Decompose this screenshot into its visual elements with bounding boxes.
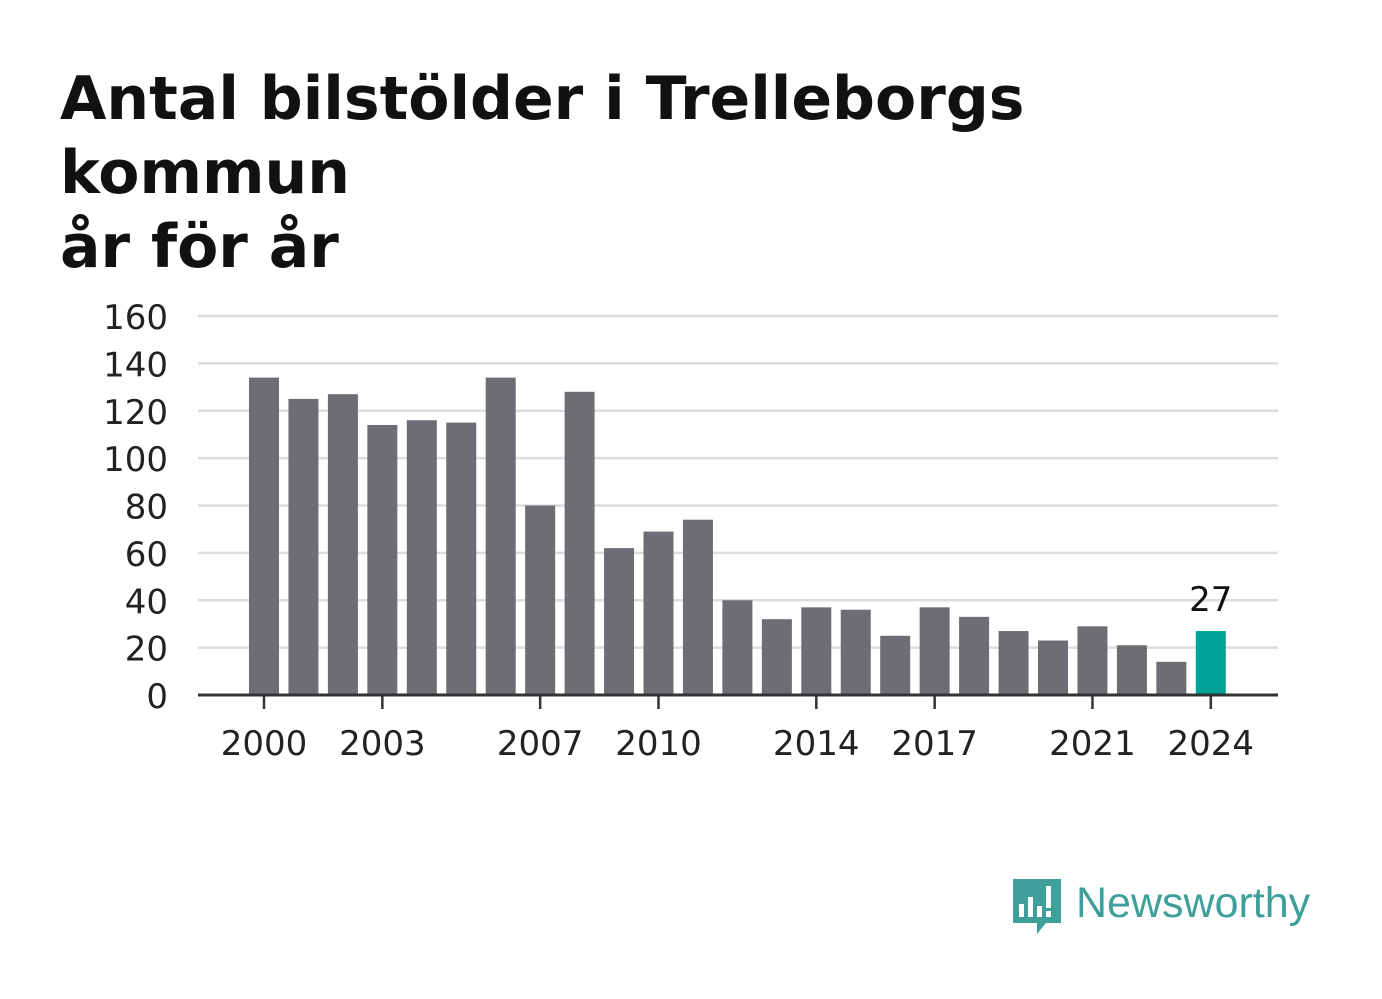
bar-2018 bbox=[959, 616, 990, 695]
chart-title-line-1: Antal bilstölder i Trelleborgs kommun bbox=[60, 64, 1025, 208]
x-tick-label: 2024 bbox=[1168, 724, 1255, 764]
y-tick-label: 20 bbox=[125, 630, 168, 670]
bar-2017 bbox=[919, 607, 950, 695]
y-tick-label: 100 bbox=[103, 440, 168, 480]
bar-2020 bbox=[1038, 640, 1068, 695]
gridlines bbox=[198, 314, 1278, 649]
bar-2008 bbox=[564, 391, 595, 695]
bar-2011 bbox=[682, 519, 713, 695]
y-axis-tick-labels: 0 20 40 60 80 100 120 140 160 bbox=[103, 298, 168, 717]
bar-2021 bbox=[1077, 626, 1108, 695]
bar-2003 bbox=[367, 424, 398, 695]
data-labels: 27 bbox=[1189, 580, 1232, 620]
bar-2002 bbox=[327, 394, 358, 695]
newsworthy-logo-icon bbox=[1013, 879, 1061, 934]
x-tick-label: 2000 bbox=[221, 724, 308, 764]
y-tick-label: 140 bbox=[103, 345, 168, 385]
bar-2000 bbox=[249, 377, 279, 695]
bar-2014 bbox=[801, 607, 832, 695]
x-tick-label: 2017 bbox=[891, 724, 978, 764]
bar-2006 bbox=[485, 377, 516, 695]
x-tick-label: 2014 bbox=[773, 724, 860, 764]
bar-2022 bbox=[1116, 645, 1147, 695]
x-tick-label: 2010 bbox=[615, 724, 702, 764]
bar-2012 bbox=[722, 600, 753, 695]
bar-2009 bbox=[604, 548, 635, 695]
y-tick-label: 0 bbox=[146, 677, 168, 717]
bar-2001 bbox=[288, 398, 319, 695]
brand-name: Newsworthy bbox=[1076, 879, 1311, 927]
data-label-highlight: 27 bbox=[1189, 580, 1232, 620]
bar-2004 bbox=[406, 420, 437, 695]
chart-title: Antal bilstölder i Trelleborgs kommun år… bbox=[60, 62, 1320, 284]
bar-2024 bbox=[1195, 631, 1226, 695]
bar-2023 bbox=[1156, 661, 1187, 695]
bar-2005 bbox=[446, 422, 477, 695]
chart-title-line-2: år för år bbox=[60, 212, 339, 282]
y-tick-label: 60 bbox=[125, 535, 168, 575]
y-tick-label: 120 bbox=[103, 393, 168, 433]
y-tick-label: 80 bbox=[125, 488, 168, 528]
brand-logo: Newsworthy bbox=[1010, 876, 1310, 940]
x-axis-ticks: 2000 2003 2007 2010 2014 2017 2021 2024 bbox=[221, 695, 1254, 764]
bar-2013 bbox=[761, 619, 792, 695]
bar-2015 bbox=[840, 609, 871, 695]
y-tick-label: 40 bbox=[125, 582, 168, 622]
y-tick-label: 160 bbox=[103, 298, 168, 338]
x-tick-label: 2021 bbox=[1049, 724, 1136, 764]
bar-2019 bbox=[998, 631, 1029, 695]
x-tick-label: 2007 bbox=[497, 724, 584, 764]
bar-2010 bbox=[643, 531, 674, 695]
bar-2016 bbox=[880, 635, 911, 695]
x-tick-label: 2003 bbox=[339, 724, 426, 764]
bar-2007 bbox=[525, 505, 556, 695]
bars bbox=[249, 377, 1226, 695]
